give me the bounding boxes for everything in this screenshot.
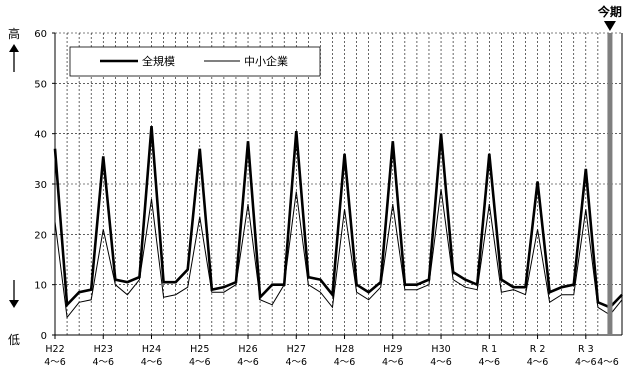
current-period-bar	[607, 33, 613, 335]
y-tick-label: 60	[34, 29, 47, 40]
y-tick-label: 10	[34, 281, 47, 292]
x-category-period: 4～6	[189, 357, 211, 368]
x-category-period: 4～6	[382, 357, 404, 368]
x-category: R 34～6	[575, 344, 597, 368]
x-category-period: 4～6	[597, 357, 619, 368]
legend-label-sme: 中小企業	[244, 54, 288, 68]
y-tick-label: 40	[34, 130, 47, 141]
x-category-year: R 3	[578, 344, 594, 355]
y-tick-label: 20	[34, 230, 47, 241]
legend: 全規模 中小企業	[69, 46, 321, 77]
current-period-arrow	[603, 21, 616, 31]
x-category-year: H25	[190, 344, 209, 355]
x-category-year: H30	[431, 344, 450, 355]
up-arrow-icon	[9, 44, 19, 52]
high-label: 高	[8, 26, 20, 41]
x-category-period: 4～6	[92, 357, 114, 368]
x-category-period: 4～6	[479, 357, 501, 368]
x-category-period: 4～6	[430, 357, 452, 368]
x-category-labels: H224～6H234～6H244～6H254～6H264～6H274～6H284…	[44, 344, 619, 368]
x-category-year: H26	[238, 344, 257, 355]
y-tick-label: 30	[34, 180, 47, 191]
x-category-year: H24	[142, 344, 161, 355]
current-period-marker: 今期	[597, 4, 622, 335]
x-category-year: R 2	[530, 344, 546, 355]
series-layer	[53, 126, 623, 319]
x-category-period: 4～6	[575, 357, 597, 368]
x-category: R 14～6	[479, 344, 501, 368]
x-category-year: H28	[335, 344, 354, 355]
x-category-period: 4～6	[334, 357, 356, 368]
x-category-period: 4～6	[527, 357, 549, 368]
x-category-year: H27	[287, 344, 306, 355]
y-direction-indicator: 高 低	[8, 26, 20, 347]
down-arrow-icon	[9, 300, 19, 308]
x-category-period: 4～6	[141, 357, 163, 368]
low-label: 低	[8, 333, 20, 347]
y-tick-labels: 0 10 20 30 40 50 60	[34, 29, 47, 342]
x-category-period: 4～6	[237, 357, 259, 368]
series-line-all	[53, 126, 623, 309]
x-category-year: H22	[45, 344, 64, 355]
y-tick-label: 0	[41, 331, 47, 342]
x-category-period: 4～6	[285, 357, 307, 368]
x-category: R 24～6	[527, 344, 549, 368]
legend-label-all: 全規模	[142, 54, 175, 68]
x-category-year: H29	[383, 344, 402, 355]
axes	[52, 32, 623, 339]
x-category-period: 4～6	[44, 357, 66, 368]
x-category-year: R 1	[481, 344, 497, 355]
x-category-year: H23	[94, 344, 113, 355]
series-line-sme	[54, 188, 623, 319]
y-tick-label: 50	[34, 79, 47, 90]
current-period-label: 今期	[597, 4, 622, 19]
x-category: 4～6	[597, 357, 619, 368]
